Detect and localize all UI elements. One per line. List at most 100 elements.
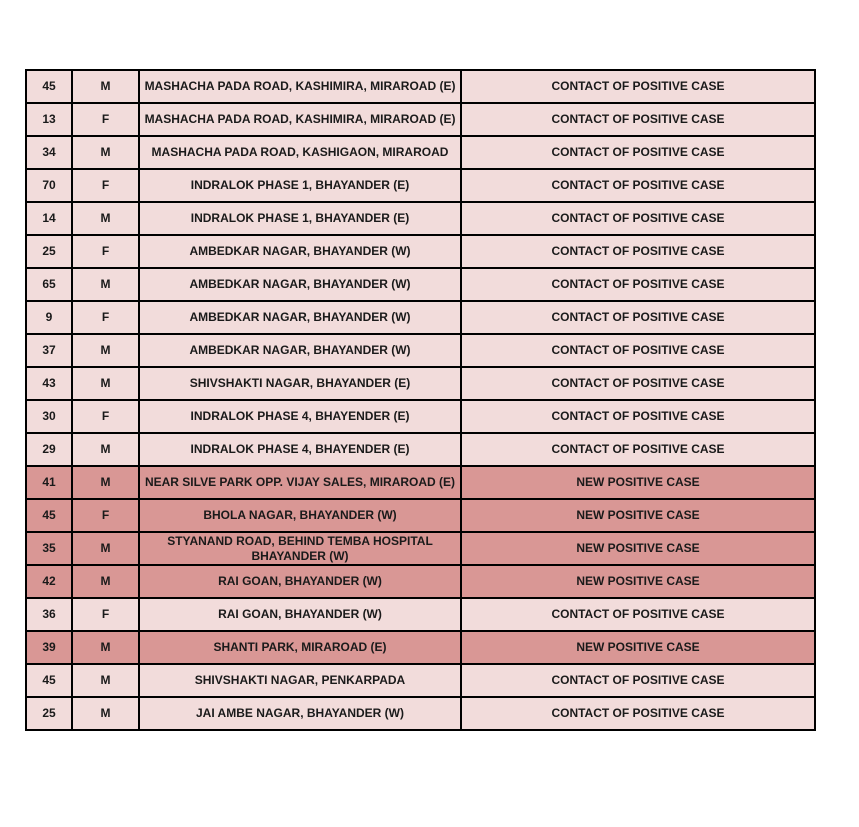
cell-address: SHIVSHAKTI NAGAR, PENKARPADA — [138, 663, 462, 698]
table-row: 9 F AMBEDKAR NAGAR, BHAYANDER (W) CONTACT O… — [25, 300, 816, 335]
table-row: 25 M JAI AMBE NAGAR, BHAYANDER (W) CONTACT … — [25, 696, 816, 731]
cell-sex: M — [71, 267, 140, 302]
table-row: 65 M AMBEDKAR NAGAR, BHAYANDER (W) CONTACT … — [25, 267, 816, 302]
table-row: 36 F RAI GOAN, BHAYANDER (W) CONTACT OF POS… — [25, 597, 816, 632]
cell-address: AMBEDKAR NAGAR, BHAYANDER (W) — [138, 234, 462, 269]
cell-age: 30 — [25, 399, 73, 434]
cell-sex: M — [71, 663, 140, 698]
cell-sex: M — [71, 135, 140, 170]
cell-age: 45 — [25, 498, 73, 533]
cell-status: CONTACT OF POSITIVE CASE — [460, 234, 816, 269]
cases-table: 45 M MASHACHA PADA ROAD, KASHIMIRA, MIRARO… — [25, 69, 816, 731]
table-row: 45 M MASHACHA PADA ROAD, KASHIMIRA, MIRARO… — [25, 69, 816, 104]
cell-age: 36 — [25, 597, 73, 632]
table-row: 45 M SHIVSHAKTI NAGAR, PENKARPADA CONTACT O… — [25, 663, 816, 698]
cell-address: SHIVSHAKTI NAGAR, BHAYANDER (E) — [138, 366, 462, 401]
table-row: 41 M NEAR SILVE PARK OPP. VIJAY SALES, MIR… — [25, 465, 816, 500]
table-row: 35 M STYANAND ROAD, BEHIND TEMBA HOSPITAL … — [25, 531, 816, 566]
cell-age: 35 — [25, 531, 73, 566]
cell-status: CONTACT OF POSITIVE CASE — [460, 597, 816, 632]
cell-status: CONTACT OF POSITIVE CASE — [460, 399, 816, 434]
cell-address: INDRALOK PHASE 4, BHAYENDER (E) — [138, 432, 462, 467]
cell-age: 9 — [25, 300, 73, 335]
cell-address: SHANTI PARK, MIRAROAD (E) — [138, 630, 462, 665]
cell-age: 37 — [25, 333, 73, 368]
cell-status: CONTACT OF POSITIVE CASE — [460, 69, 816, 104]
cell-sex: M — [71, 630, 140, 665]
cell-age: 42 — [25, 564, 73, 599]
cell-sex: F — [71, 300, 140, 335]
cell-age: 45 — [25, 69, 73, 104]
cell-status: NEW POSITIVE CASE — [460, 630, 816, 665]
cell-age: 25 — [25, 696, 73, 731]
cell-status: NEW POSITIVE CASE — [460, 564, 816, 599]
table-row: 42 M RAI GOAN, BHAYANDER (W) NEW POSITIVE C… — [25, 564, 816, 599]
table-row: 29 M INDRALOK PHASE 4, BHAYENDER (E) CONTAC… — [25, 432, 816, 467]
cell-age: 65 — [25, 267, 73, 302]
cell-age: 13 — [25, 102, 73, 137]
cell-address: MASHACHA PADA ROAD, KASHIMIRA, MIRAROAD … — [138, 102, 462, 137]
cell-address: INDRALOK PHASE 1, BHAYANDER (E) — [138, 201, 462, 236]
cell-address: RAI GOAN, BHAYANDER (W) — [138, 564, 462, 599]
cell-address: AMBEDKAR NAGAR, BHAYANDER (W) — [138, 267, 462, 302]
table-row: 39 M SHANTI PARK, MIRAROAD (E) NEW POSITIVE… — [25, 630, 816, 665]
table-row: 34 M MASHACHA PADA ROAD, KASHIGAON, MIRARO… — [25, 135, 816, 170]
cell-age: 25 — [25, 234, 73, 269]
cell-age: 34 — [25, 135, 73, 170]
cell-address: MASHACHA PADA ROAD, KASHIGAON, MIRAROAD — [138, 135, 462, 170]
cell-address: STYANAND ROAD, BEHIND TEMBA HOSPITAL BHA… — [138, 531, 462, 566]
table-row: 45 F BHOLA NAGAR, BHAYANDER (W) NEW POSITIV… — [25, 498, 816, 533]
cell-address: AMBEDKAR NAGAR, BHAYANDER (W) — [138, 300, 462, 335]
cell-sex: F — [71, 597, 140, 632]
cell-sex: M — [71, 333, 140, 368]
cell-age: 39 — [25, 630, 73, 665]
cell-status: NEW POSITIVE CASE — [460, 465, 816, 500]
cell-status: NEW POSITIVE CASE — [460, 531, 816, 566]
cell-status: CONTACT OF POSITIVE CASE — [460, 333, 816, 368]
cell-sex: M — [71, 432, 140, 467]
cell-age: 70 — [25, 168, 73, 203]
cell-sex: F — [71, 168, 140, 203]
cell-address: JAI AMBE NAGAR, BHAYANDER (W) — [138, 696, 462, 731]
table-row: 30 F INDRALOK PHASE 4, BHAYENDER (E) CONTAC… — [25, 399, 816, 434]
cell-sex: M — [71, 564, 140, 599]
cell-address: NEAR SILVE PARK OPP. VIJAY SALES, MIRARO… — [138, 465, 462, 500]
cell-status: CONTACT OF POSITIVE CASE — [460, 696, 816, 731]
cell-age: 43 — [25, 366, 73, 401]
cell-status: CONTACT OF POSITIVE CASE — [460, 135, 816, 170]
cell-status: CONTACT OF POSITIVE CASE — [460, 300, 816, 335]
cell-address: RAI GOAN, BHAYANDER (W) — [138, 597, 462, 632]
cell-address: INDRALOK PHASE 1, BHAYANDER (E) — [138, 168, 462, 203]
cell-sex: M — [71, 366, 140, 401]
cell-status: CONTACT OF POSITIVE CASE — [460, 267, 816, 302]
cell-age: 29 — [25, 432, 73, 467]
cases-table-body: 45 M MASHACHA PADA ROAD, KASHIMIRA, MIRARO… — [25, 69, 816, 731]
table-row: 25 F AMBEDKAR NAGAR, BHAYANDER (W) CONTACT … — [25, 234, 816, 269]
cell-sex: M — [71, 696, 140, 731]
table-row: 13 F MASHACHA PADA ROAD, KASHIMIRA, MIRARO… — [25, 102, 816, 137]
cell-status: CONTACT OF POSITIVE CASE — [460, 102, 816, 137]
cell-address: MASHACHA PADA ROAD, KASHIMIRA, MIRAROAD … — [138, 69, 462, 104]
cell-address: INDRALOK PHASE 4, BHAYENDER (E) — [138, 399, 462, 434]
table-row: 43 M SHIVSHAKTI NAGAR, BHAYANDER (E) CONTAC… — [25, 366, 816, 401]
cell-sex: F — [71, 102, 140, 137]
cell-sex: F — [71, 234, 140, 269]
table-row: 70 F INDRALOK PHASE 1, BHAYANDER (E) CONTAC… — [25, 168, 816, 203]
table-row: 37 M AMBEDKAR NAGAR, BHAYANDER (W) CONTACT … — [25, 333, 816, 368]
cell-sex: F — [71, 498, 140, 533]
cell-status: CONTACT OF POSITIVE CASE — [460, 366, 816, 401]
table-row: 14 M INDRALOK PHASE 1, BHAYANDER (E) CONTAC… — [25, 201, 816, 236]
cell-status: CONTACT OF POSITIVE CASE — [460, 663, 816, 698]
cell-sex: M — [71, 69, 140, 104]
cell-sex: M — [71, 465, 140, 500]
cell-address: BHOLA NAGAR, BHAYANDER (W) — [138, 498, 462, 533]
cell-status: CONTACT OF POSITIVE CASE — [460, 432, 816, 467]
cell-address: AMBEDKAR NAGAR, BHAYANDER (W) — [138, 333, 462, 368]
cell-sex: M — [71, 201, 140, 236]
cell-status: CONTACT OF POSITIVE CASE — [460, 168, 816, 203]
cell-status: NEW POSITIVE CASE — [460, 498, 816, 533]
cell-sex: M — [71, 531, 140, 566]
cell-age: 41 — [25, 465, 73, 500]
cell-sex: F — [71, 399, 140, 434]
cell-age: 14 — [25, 201, 73, 236]
